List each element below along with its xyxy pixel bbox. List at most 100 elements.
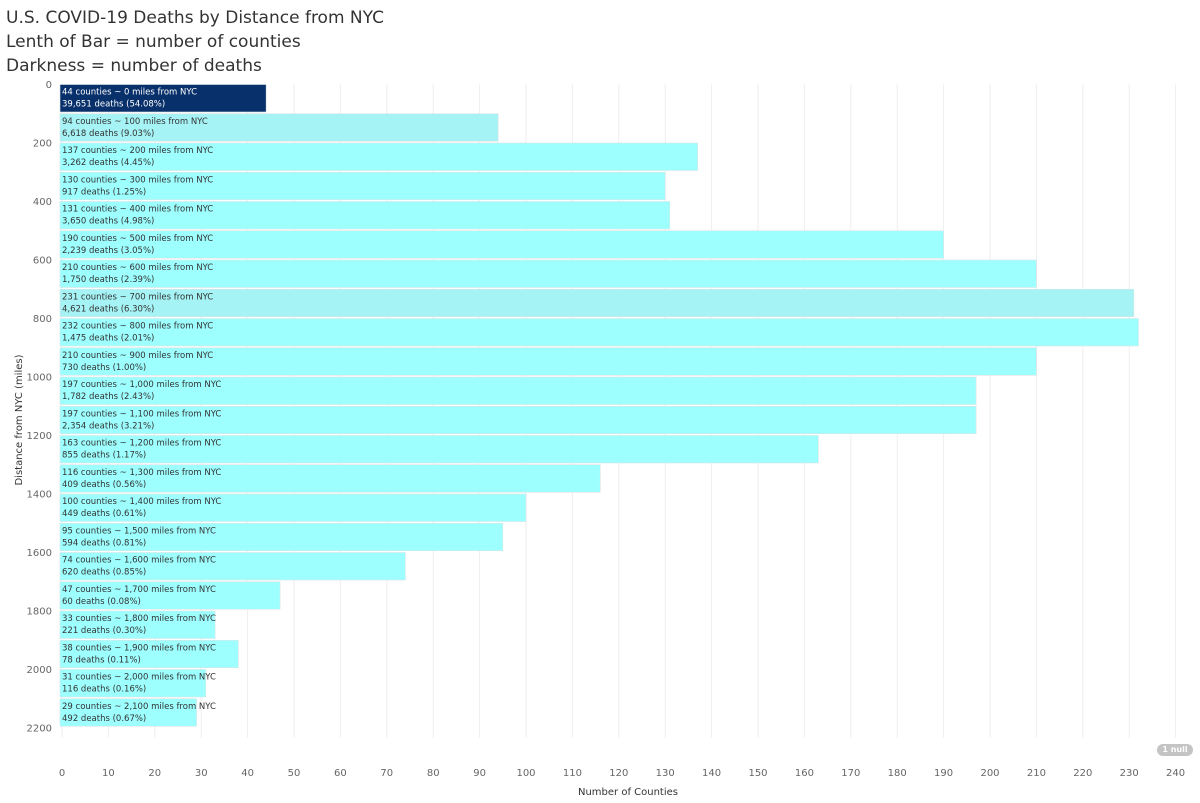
bar-2000[interactable]	[59, 669, 207, 698]
bar-label-counties: 130 counties ~ 300 miles from NYC	[62, 175, 213, 185]
bar-800[interactable]	[59, 318, 1139, 347]
bar-900[interactable]	[59, 347, 1037, 376]
y-tick-label: 800	[33, 314, 52, 325]
bar-label-counties: 33 counties ~ 1,800 miles from NYC	[62, 614, 216, 624]
bar-label-deaths: 409 deaths (0.56%)	[62, 480, 146, 490]
bar-label-counties: 131 counties ~ 400 miles from NYC	[62, 205, 213, 215]
bar-label-counties: 100 counties ~ 1,400 miles from NYC	[62, 497, 221, 507]
x-tick-label: 30	[195, 768, 208, 779]
y-tick-label: 200	[33, 139, 52, 150]
chart-subtitle-length: Lenth of Bar = number of counties	[6, 32, 301, 52]
x-tick-label: 150	[748, 768, 767, 779]
bar-label-counties: 116 counties ~ 1,300 miles from NYC	[62, 468, 221, 478]
y-axis-label: Distance from NYC (miles)	[14, 354, 25, 485]
bar-label-deaths: 3,262 deaths (4.45%)	[62, 158, 154, 168]
bar-0[interactable]	[59, 84, 267, 113]
y-tick-label: 2000	[27, 665, 52, 676]
x-tick-label: 210	[1027, 768, 1046, 779]
bar-500[interactable]	[59, 230, 944, 259]
bar-label-counties: 38 counties ~ 1,900 miles from NYC	[62, 643, 216, 653]
bar-label-deaths: 855 deaths (1.17%)	[62, 451, 146, 461]
y-tick-label: 1400	[27, 490, 52, 501]
x-tick-label: 60	[334, 768, 347, 779]
bar-label-deaths: 730 deaths (1.00%)	[62, 363, 146, 373]
null-count-badge[interactable]: 1 null	[1157, 744, 1193, 756]
bar-label-counties: 95 counties ~ 1,500 miles from NYC	[62, 526, 216, 536]
bar-1900[interactable]	[59, 639, 239, 669]
y-tick-label: 600	[33, 256, 52, 267]
bar-label-deaths: 2,354 deaths (3.21%)	[62, 421, 154, 431]
x-tick-label: 50	[288, 768, 301, 779]
bar-1100[interactable]	[59, 405, 977, 435]
bar-1200[interactable]	[59, 435, 819, 464]
bar-label-deaths: 60 deaths (0.08%)	[62, 597, 141, 607]
bar-label-counties: 232 counties ~ 800 miles from NYC	[62, 322, 213, 332]
bar-100[interactable]	[59, 113, 499, 142]
bar-label-counties: 197 counties ~ 1,000 miles from NYC	[62, 380, 221, 390]
x-tick-label: 100	[516, 768, 535, 779]
bar-1500[interactable]	[59, 522, 504, 552]
bar-label-counties: 137 counties ~ 200 miles from NYC	[62, 146, 213, 156]
x-tick-label: 40	[241, 768, 254, 779]
bar-label-counties: 31 counties ~ 2,000 miles from NYC	[62, 673, 216, 683]
x-tick-label: 80	[427, 768, 440, 779]
x-tick-label: 110	[563, 768, 582, 779]
bar-1300[interactable]	[59, 464, 601, 493]
bar-label-counties: 44 counties ~ 0 miles from NYC	[62, 88, 197, 98]
x-tick-label: 200	[980, 768, 999, 779]
bar-label-deaths: 594 deaths (0.81%)	[62, 538, 146, 548]
bar-label-counties: 29 counties ~ 2,100 miles from NYC	[62, 702, 216, 712]
bar-label-counties: 47 counties ~ 1,700 miles from NYC	[62, 585, 216, 595]
x-tick-label: 230	[1120, 768, 1139, 779]
x-tick-label: 220	[1073, 768, 1092, 779]
bar-2100[interactable]	[59, 698, 197, 727]
x-tick-label: 90	[473, 768, 486, 779]
x-tick-label: 170	[841, 768, 860, 779]
x-tick-label: 120	[609, 768, 628, 779]
bar-label-deaths: 39,651 deaths (54.08%)	[62, 100, 165, 110]
bar-400[interactable]	[59, 201, 671, 230]
bar-1400[interactable]	[59, 493, 527, 522]
bar-label-counties: 210 counties ~ 600 miles from NYC	[62, 263, 213, 273]
bar-label-counties: 94 counties ~ 100 miles from NYC	[62, 117, 208, 127]
y-tick-label: 1800	[27, 607, 52, 618]
bar-label-deaths: 492 deaths (0.67%)	[62, 714, 146, 724]
x-tick-label: 130	[656, 768, 675, 779]
x-tick-label: 190	[934, 768, 953, 779]
x-axis-ticks: 0 10 20 30 40 50 60 70 80 90 100 110 120 130 140 150 160…	[59, 768, 1185, 779]
bar-label-deaths: 1,750 deaths (2.39%)	[62, 275, 154, 285]
bar-label-deaths: 6,618 deaths (9.03%)	[62, 129, 154, 139]
y-tick-label: 0	[46, 80, 52, 91]
bar-label-deaths: 449 deaths (0.61%)	[62, 509, 146, 519]
bar-label-deaths: 620 deaths (0.85%)	[62, 568, 146, 578]
bars: 44 counties ~ 0 miles from NYC 39,651 dea…	[59, 84, 1139, 727]
bar-label-counties: 190 counties ~ 500 miles from NYC	[62, 234, 213, 244]
bar-label-deaths: 78 deaths (0.11%)	[62, 655, 141, 665]
x-axis-label: Number of Counties	[578, 787, 678, 798]
bar-1800[interactable]	[59, 610, 216, 639]
y-tick-label: 400	[33, 197, 52, 208]
bar-1600[interactable]	[59, 552, 406, 581]
bar-label-counties: 74 counties ~ 1,600 miles from NYC	[62, 556, 216, 566]
bar-1000[interactable]	[59, 376, 977, 405]
y-tick-label: 1200	[27, 431, 52, 442]
bar-1700[interactable]	[59, 581, 281, 610]
bar-label-deaths: 917 deaths (1.25%)	[62, 187, 146, 197]
x-tick-label: 240	[1166, 768, 1185, 779]
chart-title-block: U.S. COVID-19 Deaths by Distance from NY…	[6, 6, 384, 78]
x-tick-label: 10	[102, 768, 115, 779]
x-tick-label: 0	[59, 768, 65, 779]
y-tick-label: 2200	[27, 724, 52, 735]
bar-200[interactable]	[59, 142, 698, 171]
y-axis-ticks: 0 200 400 600 800 1000 1200 1400 1600 1800 2000 220…	[27, 80, 52, 735]
bar-700[interactable]	[59, 288, 1135, 318]
y-tick-label: 1600	[27, 548, 52, 559]
bar-600[interactable]	[59, 259, 1037, 288]
bar-300[interactable]	[59, 171, 666, 201]
bar-label-counties: 231 counties ~ 700 miles from NYC	[62, 292, 213, 302]
x-tick-label: 140	[702, 768, 721, 779]
x-tick-label: 20	[148, 768, 161, 779]
bar-label-deaths: 1,475 deaths (2.01%)	[62, 334, 154, 344]
x-tick-label: 70	[380, 768, 393, 779]
